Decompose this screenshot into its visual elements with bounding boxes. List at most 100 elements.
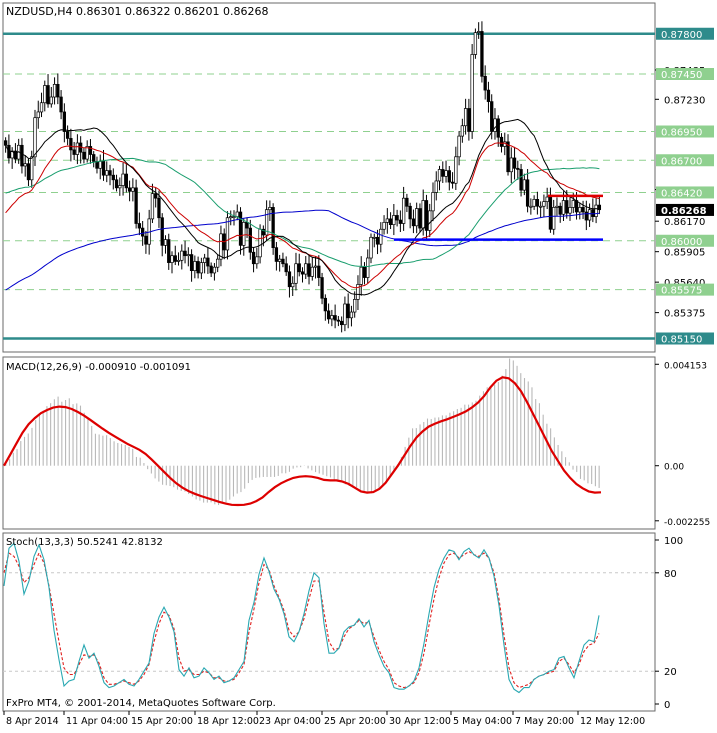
candle-body [460, 125, 465, 137]
candle-body [92, 154, 96, 162]
macd-title: MACD(12,26,9) -0.000910 -0.001091 [6, 362, 191, 373]
candle-body [506, 141, 510, 173]
candle-body [470, 54, 474, 132]
time-tick-label: 8 Apr 2014 [6, 716, 59, 727]
candle-body [274, 247, 279, 262]
candle-body [163, 239, 168, 246]
macd-tick-label: 0.00 [664, 463, 684, 473]
candle-body [424, 200, 429, 231]
candle-body [176, 259, 181, 262]
price-panel[interactable] [2, 2, 656, 353]
candle-body [189, 254, 194, 272]
candle-body [144, 235, 148, 245]
candle-body [454, 156, 458, 184]
candle-body [124, 173, 128, 189]
level-label-bg [656, 125, 714, 138]
candle-body [196, 261, 200, 274]
candle-body [421, 200, 425, 229]
candle-body [202, 257, 207, 263]
stoch-signal-path [3, 550, 600, 689]
candle-body [375, 236, 380, 245]
candle-body [72, 149, 76, 155]
price-axis: 0.874850.872300.864450.861700.859050.856… [655, 27, 714, 346]
candle-body [278, 258, 282, 262]
level-label-bg [656, 154, 714, 167]
candle-body [584, 211, 588, 221]
candle-body [212, 266, 217, 274]
price-tick-label: 0.86170 [664, 217, 705, 228]
candle-body [339, 320, 344, 326]
stoch-tick-label: 80 [664, 569, 677, 580]
price-tick-label: 0.85905 [664, 248, 705, 259]
candle-body [85, 146, 89, 160]
candle-body [581, 207, 585, 213]
support-resistance-lines [394, 194, 603, 241]
candle-body [258, 228, 262, 258]
candle-body [82, 151, 86, 160]
candle-body [591, 209, 595, 217]
candle-body [512, 157, 517, 169]
candle-body [291, 282, 295, 288]
time-tick-label: 5 May 04:00 [453, 716, 512, 727]
candle-body [26, 163, 31, 181]
candle-body [450, 181, 455, 184]
candle-body [235, 211, 239, 217]
macd-panel[interactable] [2, 356, 656, 530]
candle-body [134, 187, 138, 224]
candle-body [281, 258, 285, 265]
candle-body [56, 83, 60, 98]
candle-body [268, 207, 272, 211]
candle-body [219, 233, 223, 260]
time-tick-label: 25 Apr 20:00 [324, 716, 386, 727]
candle-body [251, 251, 256, 265]
stoch-levels [3, 572, 655, 672]
candle-body [428, 210, 432, 231]
candle-body [343, 303, 347, 326]
candle-body [154, 193, 158, 199]
time-tick-label: 23 Apr 04:00 [259, 716, 321, 727]
candle-body [499, 136, 504, 147]
stoch-panel[interactable] [2, 532, 656, 712]
candle-body [330, 315, 334, 320]
candle-body [20, 144, 24, 167]
candle-body [137, 223, 142, 229]
candle-body [75, 142, 80, 155]
candle-body [150, 193, 155, 220]
candle-body [30, 156, 34, 181]
macd-tick-label: -0.002255 [664, 518, 710, 528]
candle-body [385, 218, 389, 223]
candle-body [349, 311, 354, 319]
stoch-title: Stoch(13,3,3) 50.5241 42.8132 [6, 537, 163, 548]
candle-body [242, 222, 246, 246]
candle-body [95, 161, 99, 169]
time-tick-label: 11 Apr 04:00 [66, 716, 128, 727]
candle-body [300, 271, 305, 275]
candle-body [140, 227, 145, 237]
candle-body [578, 207, 582, 213]
candle-body [245, 222, 249, 229]
candle-body [522, 179, 526, 191]
candle-body [284, 263, 288, 273]
candle-body [401, 197, 406, 224]
level-label-bg [656, 234, 714, 247]
stoch-tick-label: 0 [664, 700, 670, 711]
time-tick-label: 30 Apr 12:00 [389, 716, 451, 727]
stoch-main-path [3, 542, 600, 694]
candle-body [395, 215, 399, 221]
candle-body [362, 266, 367, 278]
candle-body [369, 236, 373, 259]
price-tick-label: 0.85375 [664, 309, 705, 320]
candle-body [463, 108, 468, 127]
candle-body [114, 179, 119, 189]
candle-body [160, 217, 164, 246]
level-label-bg [656, 27, 714, 40]
candle-body [372, 236, 376, 239]
candle-body [294, 263, 298, 284]
candle-body [568, 207, 572, 214]
ma-red-line [5, 142, 600, 289]
candle-body [248, 227, 252, 253]
candle-body [509, 157, 513, 173]
candle-body [529, 205, 533, 208]
candle-body [333, 315, 337, 321]
